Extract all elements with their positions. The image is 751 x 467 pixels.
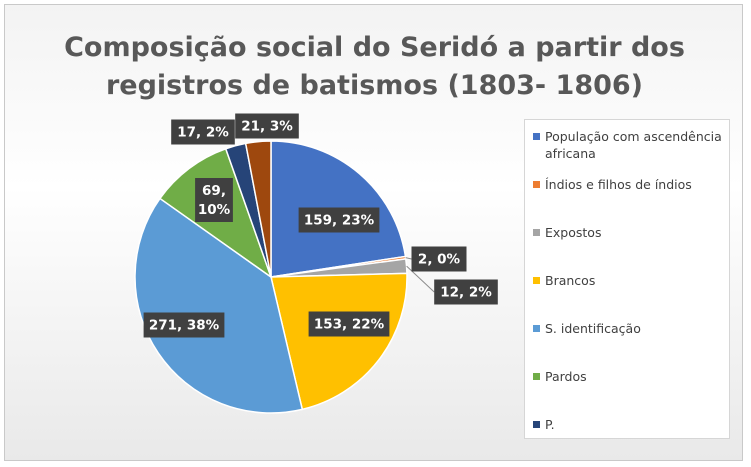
pie-slice bbox=[134, 197, 304, 414]
legend-swatch bbox=[533, 133, 540, 140]
data-label: 17, 2% bbox=[177, 125, 229, 141]
data-label: 153, 22% bbox=[314, 317, 385, 333]
legend-item: P. bbox=[533, 416, 723, 464]
data-label: 159, 23% bbox=[304, 213, 375, 229]
chart-legend: População com ascendência africana Índios… bbox=[524, 119, 730, 439]
legend-item: Índios e filhos de índios bbox=[533, 176, 723, 224]
data-label-box bbox=[298, 207, 380, 233]
data-label-box bbox=[195, 178, 233, 222]
data-label-box bbox=[171, 119, 235, 145]
chart-title: Composição social do Seridó a partir dos… bbox=[5, 29, 744, 105]
data-label-box bbox=[143, 312, 225, 338]
legend-label: Pardos bbox=[545, 369, 587, 384]
data-label: 2, 0% bbox=[418, 252, 461, 268]
data-label: 10% bbox=[198, 202, 231, 218]
legend-swatch bbox=[533, 373, 540, 380]
data-label-box bbox=[411, 246, 467, 272]
data-label: 21, 3% bbox=[241, 119, 293, 135]
data-label-box bbox=[235, 113, 299, 139]
legend-label: S. identificação bbox=[545, 321, 641, 336]
legend-swatch bbox=[533, 277, 540, 284]
data-label-box bbox=[434, 279, 498, 305]
pie-chart: 159, 23% 2, 0% 12, 2% 153, 22% 271, 38% 69, 10… bbox=[134, 113, 498, 414]
chart-title-line-2: registros de batismos (1803- 1806) bbox=[105, 70, 644, 101]
data-label: 12, 2% bbox=[440, 285, 492, 301]
chart-title-line-1: Composição social do Seridó a partir dos bbox=[64, 32, 685, 63]
leader-line bbox=[406, 265, 435, 293]
legend-swatch bbox=[533, 229, 540, 236]
pie-slice bbox=[244, 140, 272, 278]
legend-item: S. identificação bbox=[533, 320, 723, 368]
pie-slice bbox=[270, 272, 408, 411]
chart-frame: Composição social do Seridó a partir dos… bbox=[4, 4, 743, 461]
legend-label: Brancos bbox=[545, 273, 596, 288]
data-label-box bbox=[308, 311, 390, 337]
legend-item: Pardos bbox=[533, 368, 723, 416]
legend-item: Brancos bbox=[533, 272, 723, 320]
legend-item: Expostos bbox=[533, 224, 723, 272]
data-label: 271, 38% bbox=[149, 318, 220, 334]
legend-label: Expostos bbox=[545, 225, 602, 240]
legend-label: População com ascendência africana bbox=[545, 129, 722, 161]
data-label: 69, bbox=[202, 183, 226, 199]
legend-swatch bbox=[533, 181, 540, 188]
legend-item: População com ascendência africana bbox=[533, 128, 723, 176]
legend-swatch bbox=[533, 421, 540, 428]
leader-line bbox=[405, 257, 412, 260]
legend-label: P. bbox=[545, 417, 555, 432]
legend-swatch bbox=[533, 325, 540, 332]
legend-label: Índios e filhos de índios bbox=[545, 177, 692, 192]
